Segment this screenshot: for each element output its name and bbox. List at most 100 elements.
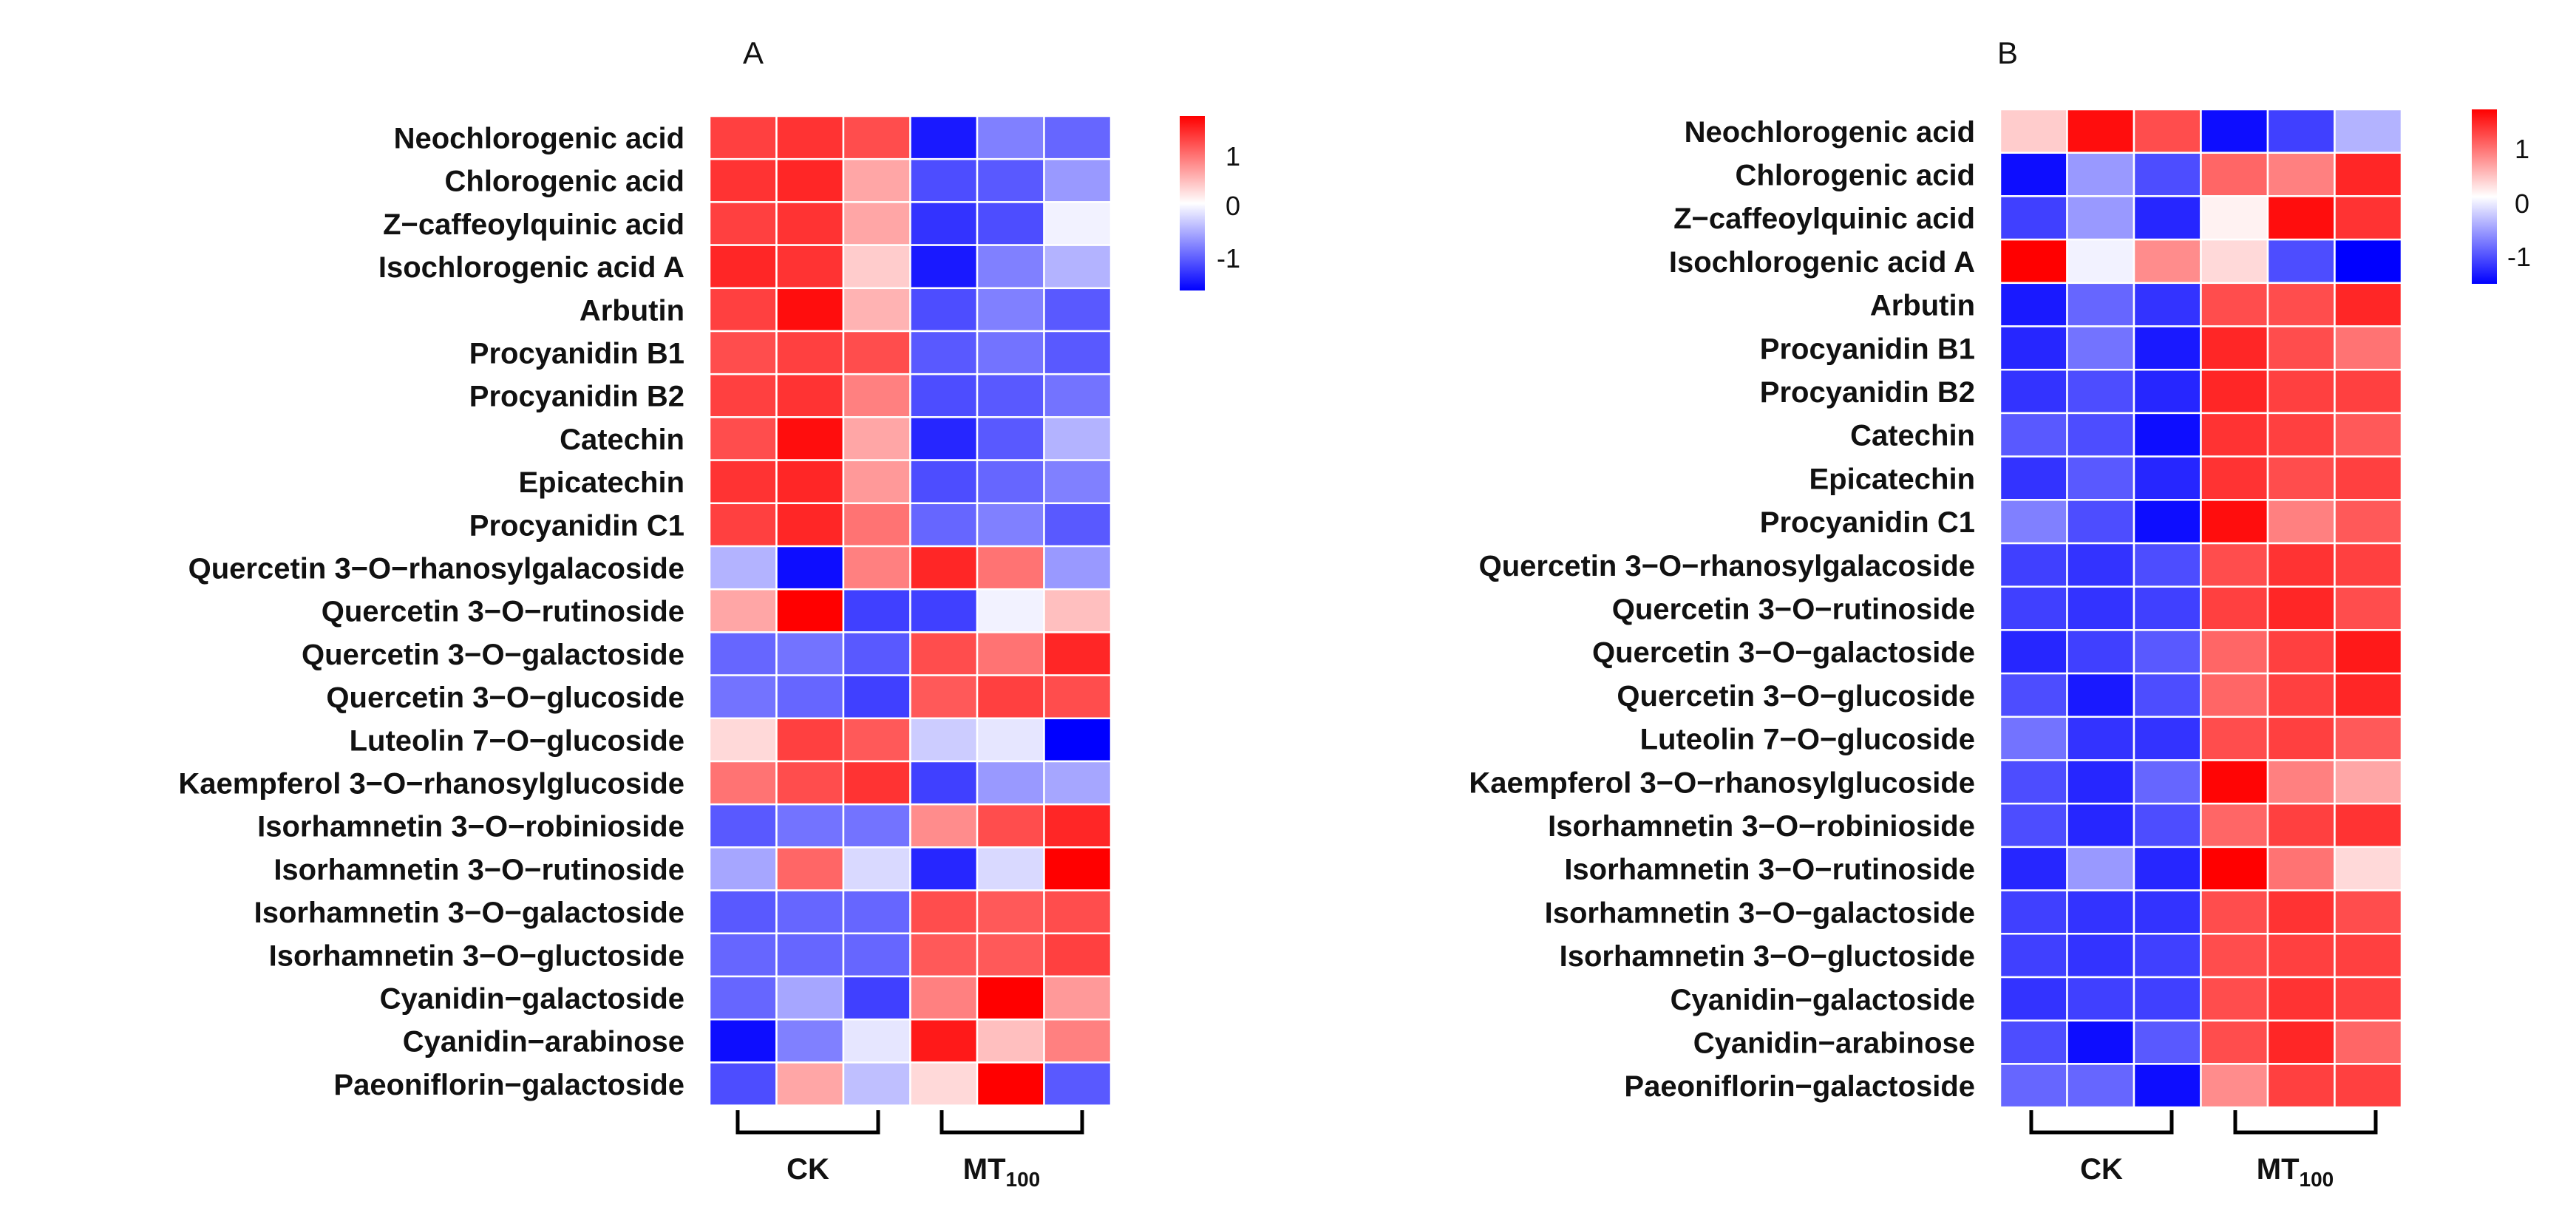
panel-a-cell	[708, 416, 778, 461]
panel-a-row-label: Procyanidin C1	[469, 509, 684, 542]
panel-b-row-label: Procyanidin C1	[1760, 506, 1975, 539]
panel-b-cell	[2266, 585, 2336, 631]
panel-b-cell	[2334, 412, 2403, 458]
panel-b-cell	[2200, 629, 2269, 675]
panel-b-cell	[2266, 238, 2336, 285]
panel-a-row-label: Luteolin 7−O−glucoside	[350, 724, 684, 757]
panel-a-cell	[775, 373, 845, 418]
panel-a-cell	[842, 459, 911, 505]
panel-a-cell	[842, 932, 911, 978]
panel-b-cell	[2334, 325, 2403, 371]
panel-b-legend-min: -1	[2507, 242, 2531, 272]
panel-b-cell	[2066, 629, 2135, 675]
panel-a-cell	[1043, 502, 1112, 548]
panel-a-cell	[976, 975, 1045, 1021]
panel-a-cell	[909, 631, 979, 676]
panel-a-group-mt-main: MT	[963, 1153, 1006, 1186]
panel-a-cell	[909, 157, 979, 203]
panel-a-cell	[909, 846, 979, 891]
panel-b-row-label: Isochlorogenic acid A	[1669, 246, 1975, 279]
panel-b-cell	[2200, 282, 2269, 327]
panel-a-row-label: Quercetin 3−O−rhanosylgalacoside	[188, 553, 684, 585]
panel-b-cell	[1999, 802, 2068, 849]
panel-a-legend-bar	[1180, 116, 1205, 290]
panel-a-cell	[708, 932, 778, 978]
panel-b-cell	[2200, 889, 2269, 935]
panel-b-row-label: Isorhamnetin 3−O−galactoside	[1545, 897, 1975, 929]
panel-b-cell	[2132, 238, 2202, 285]
panel-a-cell	[708, 201, 778, 246]
panel-a-row-label: Isochlorogenic acid A	[378, 251, 684, 284]
panel-a-cell	[775, 674, 845, 720]
panel-a-cell	[775, 588, 845, 633]
panel-b-cell	[2066, 412, 2135, 458]
panel-b-cell	[2266, 759, 2336, 805]
panel-a-cell	[1043, 115, 1112, 160]
panel-b-cell	[2334, 542, 2403, 588]
panel-a-cell	[909, 287, 979, 333]
panel-b-cell	[2066, 152, 2135, 197]
panel-b-cell	[2132, 152, 2202, 197]
panel-b-row-label: Neochlorogenic acid	[1685, 116, 1975, 149]
panel-a-cell	[976, 157, 1045, 203]
panel-b-cell	[2200, 368, 2269, 415]
panel-a-cell	[1043, 373, 1112, 418]
panel-b-cell	[2266, 195, 2336, 241]
panel-a-cell	[775, 975, 845, 1021]
panel-b-cell	[2334, 585, 2403, 631]
panel-a-cell	[909, 244, 979, 290]
panel-b-cell	[2132, 1019, 2202, 1065]
panel-a-cell	[1043, 416, 1112, 461]
panel-b-cell	[2066, 976, 2135, 1022]
panel-a-cell	[775, 717, 845, 763]
panel-a-cell	[909, 1061, 979, 1107]
panel-a-cell	[1043, 717, 1112, 763]
panel-a-cell	[708, 373, 778, 418]
panel-a-cell	[976, 717, 1045, 763]
panel-b-cell	[2066, 1019, 2135, 1065]
panel-b-cell	[2200, 1063, 2269, 1109]
panel-a-cell	[909, 803, 979, 849]
panel-b-cell	[2266, 933, 2336, 979]
panel-a-cell	[842, 588, 911, 633]
panel-b-row-label: Quercetin 3−O−rhanosylgalacoside	[1479, 550, 1975, 582]
panel-b-legend: 1 0 -1	[2472, 109, 2531, 284]
panel-a-cell	[775, 459, 845, 505]
panel-a-cell	[708, 459, 778, 505]
panel-b-row-labels: Neochlorogenic acid Chlorogenic acid Z−caf…	[1469, 116, 1975, 1103]
panel-a-row-label: Arbutin	[580, 294, 684, 327]
panel-b-cell	[2334, 933, 2403, 979]
panel-a-cell	[708, 157, 778, 203]
panel-a-row-label: Paeoniflorin−galactoside	[333, 1069, 684, 1101]
panel-b-cell	[2266, 282, 2336, 327]
panel-b-row-label: Procyanidin B2	[1760, 376, 1975, 409]
panel-b-cell	[2132, 108, 2202, 154]
panel-b-cell	[2200, 802, 2269, 849]
panel-a-cell	[708, 115, 778, 160]
panel-a-cell	[976, 674, 1045, 720]
panel-b-row-label: Z−caffeoylquinic acid	[1673, 203, 1975, 235]
panel-a-cell	[976, 373, 1045, 418]
panel-b-cell	[2200, 759, 2269, 805]
panel-a-row-label: Quercetin 3−O−glucoside	[326, 682, 684, 714]
panel-b-row-label: Isorhamnetin 3−O−gluctoside	[1560, 940, 1975, 973]
panel-a-row-label: Chlorogenic acid	[445, 166, 685, 198]
panel-b-cell	[2266, 629, 2336, 675]
panel-a-cell	[1043, 674, 1112, 720]
panel-b-cell	[1999, 846, 2068, 891]
panel-a-row-label: Quercetin 3−O−galactoside	[302, 639, 684, 671]
panel-b-cell	[2132, 802, 2202, 849]
panel-a-row-label: Procyanidin B1	[469, 338, 684, 370]
panel-b-cell	[2066, 1063, 2135, 1109]
panel-a-legend-min: -1	[1217, 243, 1240, 273]
panel-b-cell	[1999, 195, 2068, 241]
panel-b-cell	[2200, 325, 2269, 371]
panel-a-cell	[842, 244, 911, 290]
panel-a-cell	[775, 545, 845, 591]
panel-b-cell	[2334, 889, 2403, 935]
panel-b-cell	[2334, 1019, 2403, 1065]
panel-b-cell	[2334, 1063, 2403, 1109]
panel-a-cell	[775, 115, 845, 160]
panel-a-row-label: Isorhamnetin 3−O−rutinoside	[273, 854, 684, 886]
